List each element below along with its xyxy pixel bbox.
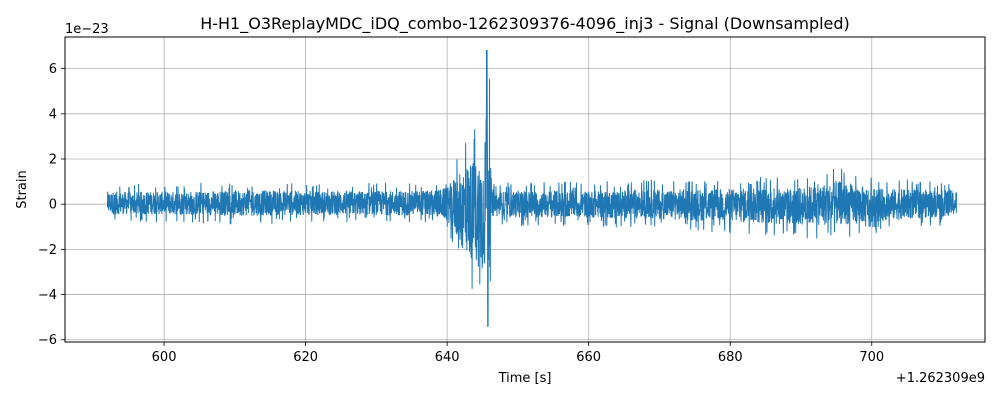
plot-area xyxy=(106,50,958,327)
y-tick-label: 4 xyxy=(49,107,57,122)
y-axis-label: Strain xyxy=(15,170,30,209)
x-offset-label: +1.262309e9 xyxy=(896,371,985,386)
chart-title: H-H1_O3ReplayMDC_iDQ_combo-1262309376-40… xyxy=(200,14,850,34)
x-tick-label: 660 xyxy=(576,350,601,365)
signal-series-line xyxy=(106,50,958,327)
y-tick-label: −4 xyxy=(38,288,57,303)
y-tick-label: 0 xyxy=(49,198,57,213)
x-tick-label: 680 xyxy=(718,350,743,365)
x-axis-label: Time [s] xyxy=(498,371,552,386)
x-tick-label: 700 xyxy=(859,350,884,365)
x-tick-label: 600 xyxy=(152,350,177,365)
ticks: 600 620 640 660 680 700 −6 −4 −2 0 2 4 6 xyxy=(38,62,884,365)
x-tick-label: 620 xyxy=(293,350,318,365)
y-tick-label: −2 xyxy=(38,243,57,258)
axes-frame xyxy=(64,36,986,343)
y-tick-label: 2 xyxy=(49,153,57,168)
x-tick-label: 640 xyxy=(435,350,460,365)
y-tick-label: −6 xyxy=(38,333,57,348)
y-multiplier-label: 1e−23 xyxy=(65,22,109,37)
y-tick-label: 6 xyxy=(49,62,57,77)
